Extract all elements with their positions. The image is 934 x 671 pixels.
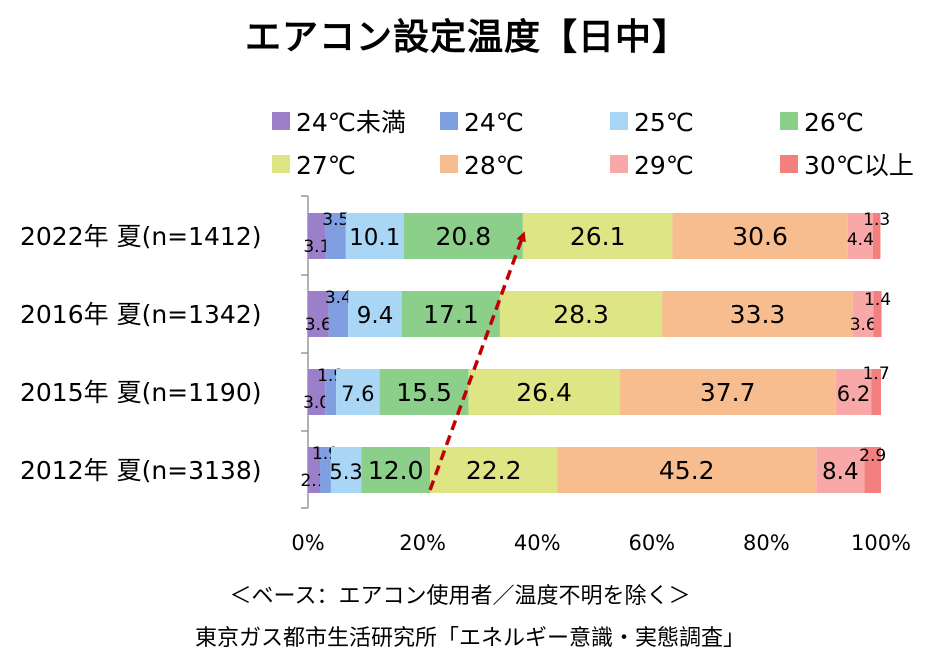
category-label: 2016年 夏(n=1342) <box>20 300 262 329</box>
bar-segment <box>325 213 346 259</box>
bar-segment <box>873 291 882 337</box>
data-label: 3.6 <box>850 315 877 335</box>
legend-label: 27℃ <box>296 151 356 180</box>
category-label: 2015年 夏(n=1190) <box>20 378 262 407</box>
bar-segment <box>320 447 331 493</box>
data-label: 2.9 <box>859 446 886 466</box>
bar-segment <box>345 213 404 259</box>
bar-segment <box>557 447 817 493</box>
x-tick-label: 100% <box>851 531 911 555</box>
data-label: 26.1 <box>570 222 626 251</box>
x-tick-label: 80% <box>743 531 790 555</box>
data-label: 20.8 <box>435 222 491 251</box>
legend-label: 30℃以上 <box>804 151 914 180</box>
data-label: 17.1 <box>423 300 479 329</box>
data-label: 10.1 <box>349 225 400 251</box>
x-tick-label: 20% <box>399 531 446 555</box>
legend-label: 28℃ <box>464 151 524 180</box>
bar-segment <box>430 447 558 493</box>
legend-swatch <box>610 112 628 130</box>
category-label: 2022年 夏(n=1412) <box>20 222 262 251</box>
bar-segment <box>499 291 663 337</box>
bar-segment <box>336 369 380 415</box>
data-label: 5.3 <box>329 460 362 484</box>
bar-segment <box>330 447 362 493</box>
data-label: 12.0 <box>368 456 424 485</box>
bar-segment <box>835 369 872 415</box>
data-label: 4.4 <box>847 230 874 250</box>
data-label: 15.5 <box>396 378 452 407</box>
data-label: 3.6 <box>305 315 332 335</box>
bar-segment <box>852 291 874 337</box>
data-label: 7.6 <box>341 382 374 406</box>
data-label: 3.4 <box>325 288 352 308</box>
bar-segment <box>308 213 326 259</box>
data-label: 3.1 <box>303 237 330 257</box>
bar-segment <box>325 369 337 415</box>
x-tick-label: 40% <box>514 531 561 555</box>
category-label: 2012年 夏(n=3138) <box>20 456 262 485</box>
plot-area: 2022年 夏(n=1412) 3.1 3.510.1 20.8 26.1 30.6 4.4… <box>20 195 911 555</box>
legend-label: 24℃ <box>464 108 524 137</box>
bar-segment <box>308 447 321 493</box>
trend-arrow <box>428 231 526 491</box>
bar-segment <box>308 291 329 337</box>
data-label: 45.2 <box>659 456 715 485</box>
chart-title: エアコン設定温度【日中】 <box>244 17 689 58</box>
data-label: 28.3 <box>553 300 609 329</box>
data-label: 6.2 <box>837 382 870 406</box>
bar-segment <box>379 369 469 415</box>
legend-swatch <box>610 155 628 173</box>
data-label: 8.4 <box>822 459 859 485</box>
bar-segment <box>401 291 500 337</box>
data-label: 33.3 <box>730 300 786 329</box>
base-note: ＜ベース：エアコン使用者／温度不明を除く＞ <box>229 584 691 609</box>
bar-segment <box>403 213 523 259</box>
data-label: 26.4 <box>516 378 572 407</box>
legend-label: 26℃ <box>804 108 864 137</box>
legend-label: 24℃未満 <box>296 108 406 137</box>
legend-swatch <box>272 155 290 173</box>
data-label: 1.7 <box>863 364 890 384</box>
data-label: 9.4 <box>357 303 394 329</box>
bar-segment <box>872 213 881 259</box>
source-note: 東京ガス都市生活研究所「エネルギー意識・実態調査」 <box>194 626 745 651</box>
bar-segment <box>816 447 865 493</box>
data-label: 22.2 <box>466 456 522 485</box>
legend-swatch <box>780 112 798 130</box>
bar-segment <box>662 291 853 337</box>
data-label: 3.5 <box>322 210 349 230</box>
data-label: 3.0 <box>303 393 330 413</box>
data-label: 1.4 <box>864 290 891 310</box>
data-label: 37.7 <box>700 378 756 407</box>
bar-segment <box>348 291 402 337</box>
bar-segment <box>619 369 836 415</box>
legend-swatch <box>440 112 458 130</box>
bar-segment <box>468 369 620 415</box>
x-tick-label: 0% <box>291 531 324 555</box>
legend-swatch <box>440 155 458 173</box>
bar-segment <box>328 291 349 337</box>
legend-label: 25℃ <box>634 108 694 137</box>
bar-segment <box>522 213 673 259</box>
legend-swatch <box>272 112 290 130</box>
bar-segment <box>847 213 873 259</box>
bar-segment <box>308 369 326 415</box>
bar-segment <box>864 447 881 493</box>
legend: 24℃未満 24℃ 25℃ 26℃ 27℃ 28℃ 29℃ 30℃以上 <box>272 108 914 180</box>
legend-swatch <box>780 155 798 173</box>
bar-segment <box>361 447 431 493</box>
legend-label: 29℃ <box>634 151 694 180</box>
bar-segment <box>871 369 881 415</box>
data-label: 30.6 <box>732 222 788 251</box>
x-tick-label: 60% <box>628 531 675 555</box>
data-label: 1.3 <box>863 210 890 230</box>
bar-segment <box>672 213 848 259</box>
